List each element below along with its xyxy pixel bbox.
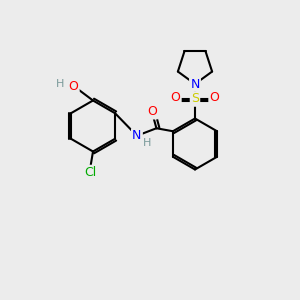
Text: N: N [190,77,200,91]
Text: O: O [147,105,157,118]
Text: N: N [132,129,142,142]
Text: S: S [191,92,199,106]
Text: H: H [143,138,152,148]
Text: Cl: Cl [84,166,96,179]
Text: H: H [56,79,64,89]
Text: O: O [171,91,180,104]
Text: O: O [69,80,78,94]
Text: O: O [210,91,219,104]
